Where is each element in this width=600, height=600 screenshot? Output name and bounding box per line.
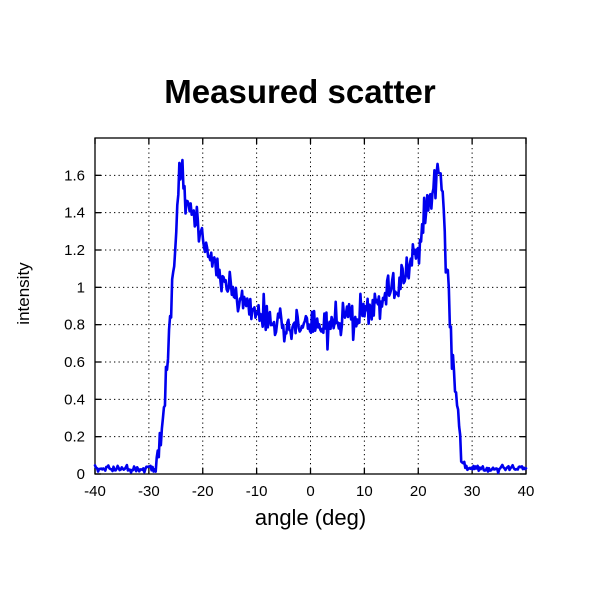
svg-text:0.2: 0.2 [64,429,85,446]
svg-text:1.2: 1.2 [64,242,85,259]
svg-text:0.8: 0.8 [64,317,85,334]
svg-text:-10: -10 [246,483,268,500]
svg-text:20: 20 [410,483,427,500]
svg-text:-30: -30 [138,483,160,500]
svg-text:0: 0 [306,483,314,500]
svg-text:0.6: 0.6 [64,354,85,371]
svg-text:40: 40 [518,483,535,500]
svg-text:1.6: 1.6 [64,167,85,184]
svg-text:1: 1 [77,279,85,296]
svg-text:1.4: 1.4 [64,205,85,222]
svg-text:-40: -40 [84,483,106,500]
svg-text:10: 10 [356,483,373,500]
svg-text:0: 0 [77,466,85,483]
svg-text:-20: -20 [192,483,214,500]
svg-text:30: 30 [464,483,481,500]
svg-text:0.4: 0.4 [64,391,85,408]
